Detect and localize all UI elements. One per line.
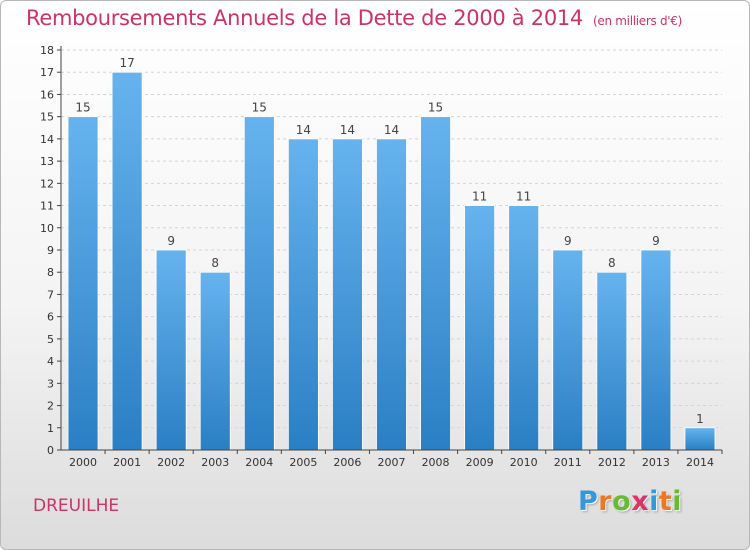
bar [508,205,540,451]
bar [199,271,231,451]
chart-title: Remboursements Annuels de la Dette de 20… [26,6,682,30]
x-tick-label: 2011 [554,456,582,469]
y-tick-label: 14 [40,133,54,146]
data-label: 14 [296,123,311,137]
y-tick-label: 2 [47,400,54,413]
bar [243,116,275,451]
y-tick-label: 16 [40,88,54,101]
x-tick-label: 2013 [642,456,670,469]
data-label: 11 [516,190,531,204]
logo-letter: x [631,486,650,517]
y-tick-label: 3 [47,377,54,390]
data-label: 9 [564,234,572,248]
data-label: 15 [428,101,443,115]
y-tick-label: 17 [40,66,54,79]
x-tick-label: 2003 [201,456,229,469]
bar [464,205,496,451]
data-label: 17 [119,56,134,70]
data-label: 15 [252,101,267,115]
x-tick-label: 2007 [378,456,406,469]
logo-letter: o [612,486,632,517]
y-tick-label: 0 [47,444,54,457]
bar [596,271,628,451]
y-tick-label: 18 [40,44,54,57]
y-tick-label: 13 [40,155,54,168]
logo-letter: i [672,486,683,517]
x-tick-label: 2005 [289,456,317,469]
x-tick-label: 2014 [686,456,714,469]
bar [552,249,584,451]
x-tick-label: 2002 [157,456,185,469]
data-label: 8 [211,256,219,270]
data-labels: 15 17 9 8 15 14 14 14 15 11 11 9 8 9 1 [75,56,703,426]
data-label: 1 [696,412,704,426]
chart-title-text: Remboursements Annuels de la Dette de 20… [26,6,583,30]
bar [67,116,99,451]
x-tick-label: 2012 [598,456,626,469]
y-tick-label: 10 [40,222,54,235]
x-tick-label: 2008 [422,456,450,469]
data-label: 9 [167,234,175,248]
y-tick-label: 12 [40,177,54,190]
x-tick-label: 2004 [245,456,273,469]
x-tick-label: 2000 [69,456,97,469]
x-axis: 2000 2001 2002 2003 2004 2005 2006 2007 2008 2009… [61,449,723,469]
data-label: 14 [340,123,355,137]
logo-letter: t [658,486,673,517]
x-tick-label: 2006 [333,456,361,469]
y-tick-label: 5 [47,333,54,346]
bar [684,427,716,451]
data-label: 14 [384,123,399,137]
chart-unit: (en milliers d'€) [593,14,683,28]
x-tick-label: 2001 [113,456,141,469]
bar [420,116,451,451]
logo-letter: i [649,486,659,517]
x-tick-label: 2010 [510,456,538,469]
bar [111,71,143,451]
bar [332,138,363,451]
proxiti-logo[interactable]: Proxiti [578,486,682,517]
y-tick-label: 7 [47,288,54,301]
bar [155,249,187,451]
logo-letter: P [578,486,599,517]
y-tick-label: 1 [47,422,54,435]
data-label: 15 [75,101,90,115]
y-tick-label: 15 [40,111,54,124]
y-tick-label: 8 [47,266,54,279]
logo-letter: r [598,486,613,517]
data-label: 9 [652,234,660,248]
bar [287,138,319,451]
city-name: DREUILHE [33,496,120,516]
y-tick-label: 11 [40,200,54,213]
data-label: 11 [472,190,487,204]
bars [67,71,716,451]
y-tick-label: 9 [47,244,54,257]
data-label: 8 [608,256,616,270]
y-tick-label: 4 [47,355,54,368]
y-tick-label: 6 [47,311,54,324]
bar [640,249,672,451]
x-tick-label: 2009 [466,456,494,469]
bar [376,138,407,451]
